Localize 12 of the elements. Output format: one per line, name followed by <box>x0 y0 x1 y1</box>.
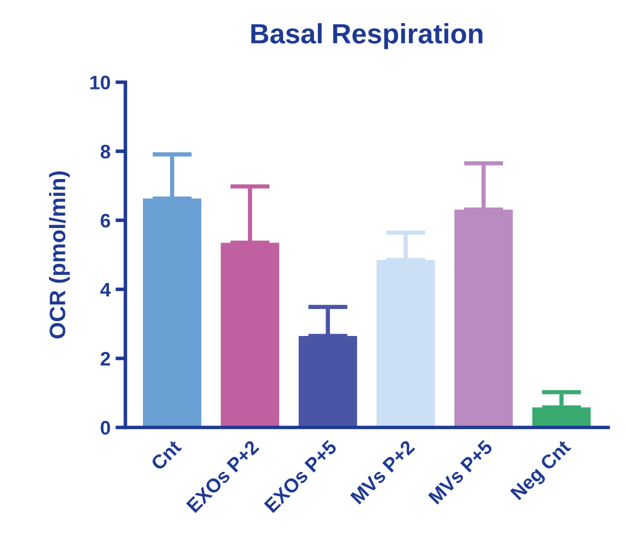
x-tick-label: Neg Cnt <box>510 439 574 504</box>
x-tick-label: Cnt <box>150 439 182 471</box>
y-axis-title: OCR (pmol/min) <box>49 171 70 338</box>
y-tick-label: 6 <box>100 214 110 228</box>
y-tick-label: 0 <box>100 420 110 435</box>
chart-title: Basal Respiration <box>251 23 482 50</box>
y-tick-label: 8 <box>100 144 110 158</box>
x-tick-label: MVs P+2 <box>350 439 416 505</box>
y-tick-label: 10 <box>90 76 110 90</box>
y-tick-label: 4 <box>100 283 111 296</box>
y-tick-label: 2 <box>100 352 110 366</box>
x-tick-label: MVs P+5 <box>428 439 494 505</box>
